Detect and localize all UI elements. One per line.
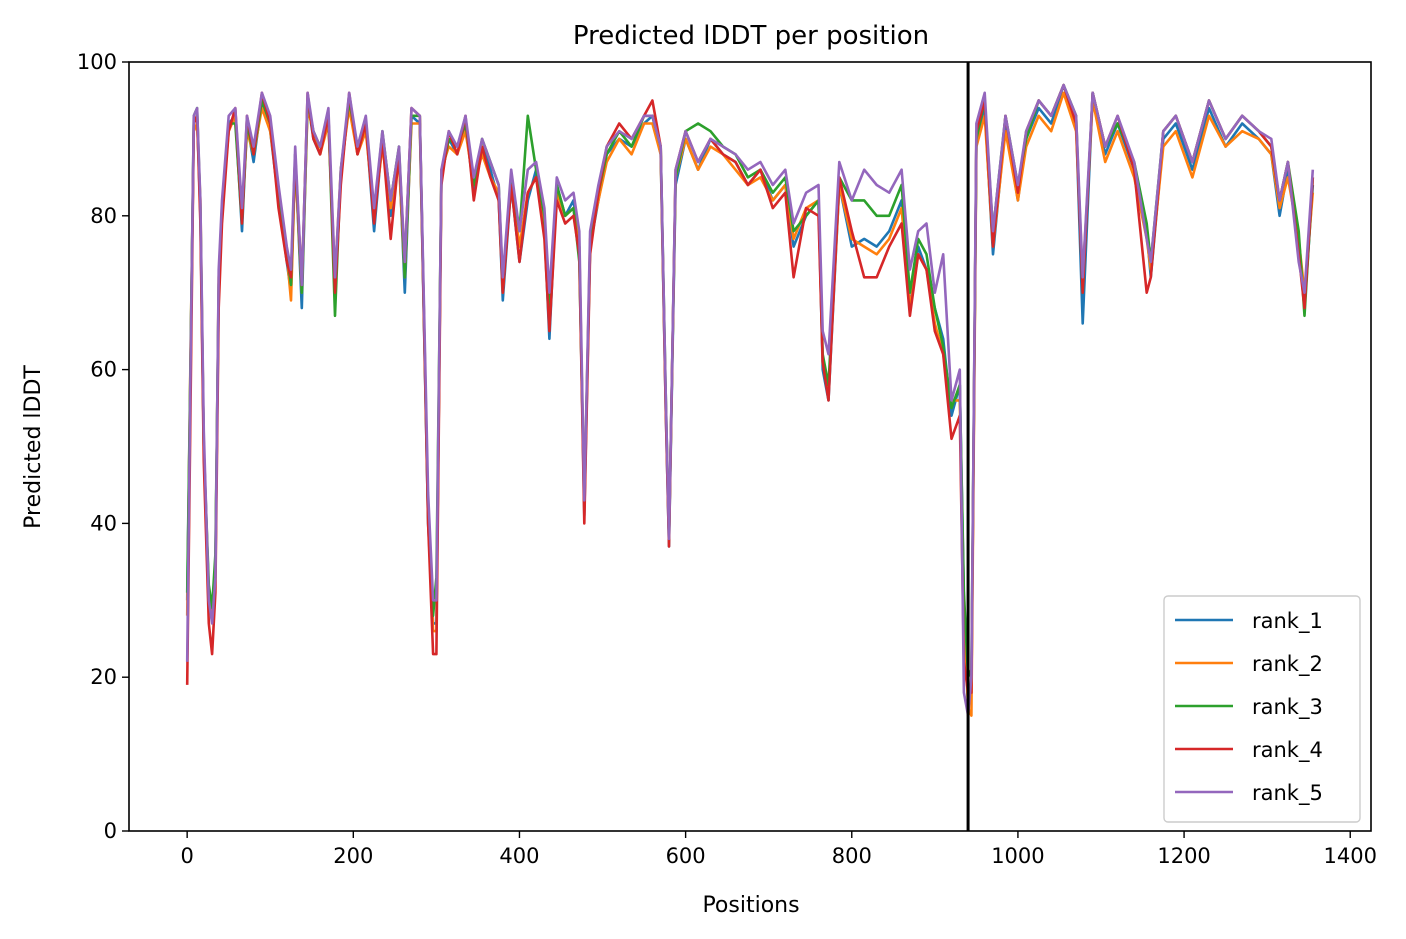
y-axis-ticks: 0 20 40 60 80 100 bbox=[77, 50, 129, 843]
x-tick-label: 1000 bbox=[991, 844, 1044, 868]
series-line-rank_3 bbox=[185, 83, 1315, 679]
x-tick-label: 0 bbox=[180, 844, 193, 868]
chart-title: Predicted lDDT per position bbox=[573, 21, 929, 51]
y-tick-label: 80 bbox=[90, 204, 117, 228]
legend-label-rank_5: rank_5 bbox=[1252, 781, 1323, 806]
y-tick-label: 60 bbox=[90, 358, 117, 382]
y-tick-label: 100 bbox=[77, 50, 117, 74]
series-line-rank_1 bbox=[185, 83, 1315, 710]
legend: rank_1 rank_2 rank_3 rank_4 rank_5 bbox=[1163, 595, 1361, 823]
x-tick-label: 600 bbox=[666, 844, 706, 868]
series-line-rank_2 bbox=[185, 91, 1315, 717]
y-tick-label: 20 bbox=[90, 665, 117, 689]
y-axis-label: Predicted lDDT bbox=[21, 365, 46, 529]
legend-label-rank_3: rank_3 bbox=[1252, 695, 1323, 720]
x-tick-label: 200 bbox=[333, 844, 373, 868]
x-tick-label: 800 bbox=[832, 844, 872, 868]
plot-frame bbox=[128, 61, 1372, 832]
series-lines bbox=[185, 83, 1315, 717]
x-tick-label: 1200 bbox=[1157, 844, 1210, 868]
x-tick-label: 400 bbox=[499, 844, 539, 868]
legend-label-rank_2: rank_2 bbox=[1252, 652, 1323, 677]
x-axis-label: Positions bbox=[702, 893, 799, 918]
x-tick-label: 1400 bbox=[1324, 844, 1377, 868]
legend-label-rank_1: rank_1 bbox=[1252, 609, 1323, 634]
y-tick-label: 40 bbox=[90, 511, 117, 535]
y-tick-label: 0 bbox=[104, 819, 117, 843]
legend-box bbox=[1163, 595, 1361, 823]
x-axis-ticks: 0 200 400 600 800 1000 1200 1400 bbox=[180, 831, 1377, 868]
series-line-rank_5 bbox=[185, 83, 1315, 717]
legend-label-rank_4: rank_4 bbox=[1252, 738, 1323, 763]
